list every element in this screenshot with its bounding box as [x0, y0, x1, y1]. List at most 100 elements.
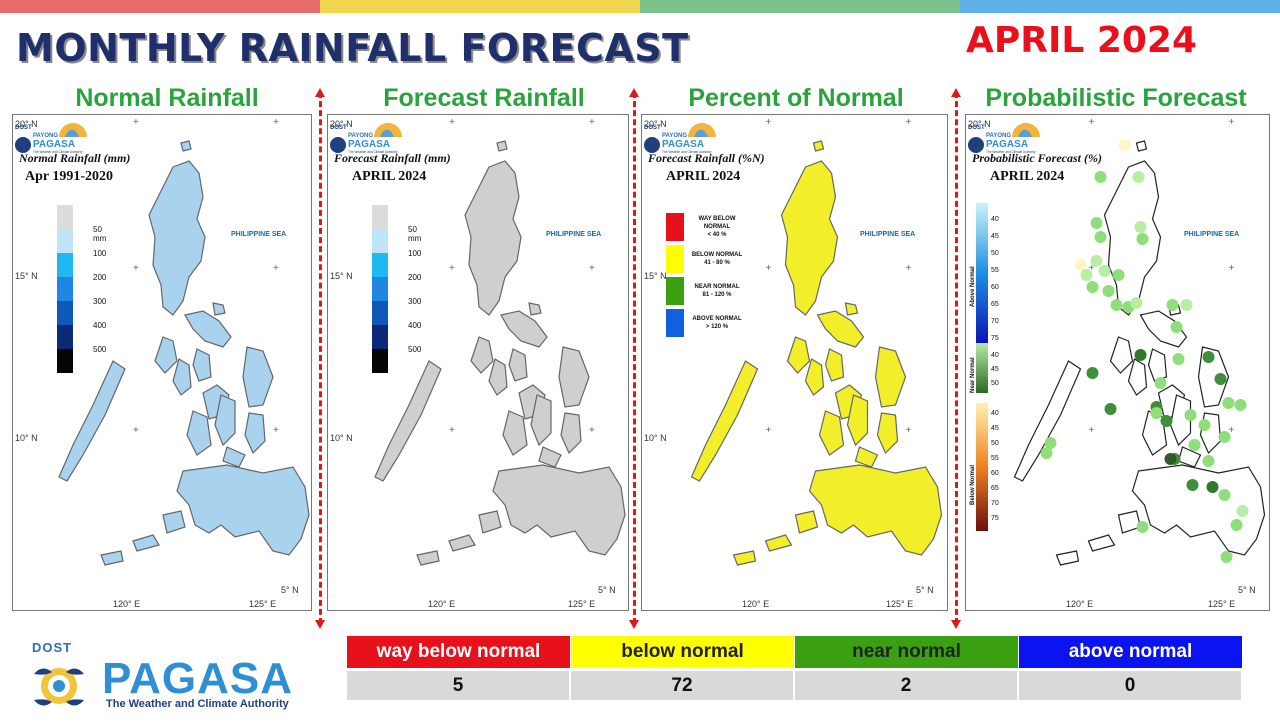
island-shape — [100, 550, 124, 566]
island-shape — [496, 140, 508, 152]
island-shape — [244, 412, 266, 455]
map-title: Forecast Rainfall (%N) — [648, 151, 765, 165]
island-shape — [214, 394, 236, 447]
summary-table: way below normal below normal near norma… — [347, 636, 1243, 700]
station-dot — [1134, 349, 1147, 361]
legend-swatch — [666, 309, 684, 337]
grid-cross: + — [449, 263, 455, 274]
grid-cross: + — [906, 425, 912, 436]
grid-cross: + — [273, 425, 279, 436]
legend-tick: 55 — [991, 455, 999, 462]
legend-label: WAY BELOW NORMAL — [698, 216, 736, 230]
panel-divider — [319, 92, 322, 624]
island-shape — [508, 348, 528, 382]
legend-swatch — [666, 245, 684, 273]
station-dot — [1180, 299, 1193, 311]
map-subtitle: Apr 1991-2020 — [25, 169, 114, 184]
stripe-blue — [960, 0, 1280, 13]
lat-label: 20° N — [330, 119, 353, 129]
stripe-red — [0, 0, 320, 13]
legend-swatch — [372, 205, 388, 229]
mini-logo-tagline: The Weather and Climate Authority — [986, 150, 1036, 154]
island-shape — [154, 336, 178, 374]
legend-label-above: Above Normal — [970, 266, 976, 307]
legend-swatch — [372, 253, 388, 277]
grid-cross: + — [273, 263, 279, 274]
legend-label: NEAR NORMAL — [694, 284, 740, 290]
summary-value-way-below: 5 — [347, 668, 571, 700]
payong-pagasa-logo: DOST PAYONG PAGASA The Weather and Clima… — [15, 123, 87, 154]
station-dot — [1186, 479, 1199, 491]
station-dot — [1134, 221, 1147, 233]
sea-label: PHILIPPINE SEA — [1184, 231, 1240, 238]
legend-swatch — [372, 325, 388, 349]
philippines-map: + + + + + + — [1013, 117, 1266, 566]
station-dot — [1136, 521, 1149, 533]
island-shape — [502, 410, 528, 456]
island-shape — [58, 360, 126, 482]
legend-tick: 55 — [991, 267, 999, 274]
pagasa-logo: DOST PAGASA The Weather and Climate Auth… — [14, 638, 314, 714]
grid-cross: + — [1229, 425, 1235, 436]
legend-tick: 40 — [991, 216, 999, 223]
logo-dost-text: DOST — [32, 640, 73, 655]
legend-tick: 75 — [991, 335, 999, 342]
panel-title-probabilistic: Probabilistic Forecast — [985, 84, 1247, 112]
payong-pagasa-logo: DOST PAYONG PAGASA The Weather and Clima… — [644, 123, 716, 154]
divider-arrow-down — [315, 620, 325, 629]
lat-label: 15° N — [15, 271, 38, 281]
legend-tick: 200 — [93, 273, 107, 282]
legend-swatch — [372, 301, 388, 325]
legend-tick: 50 — [991, 250, 999, 257]
station-dot — [1086, 367, 1099, 379]
lon-label: 120° E — [113, 599, 141, 609]
station-dot — [1102, 285, 1115, 297]
island-shape — [478, 510, 502, 534]
legend-tick: 60 — [991, 470, 999, 477]
mini-logo-name: PAGASA — [662, 139, 704, 150]
lat-label: 10° N — [330, 433, 353, 443]
probability-legend: Above Normal Near Normal Below Normal 40… — [970, 203, 999, 531]
map-title: Normal Rainfall (mm) — [19, 151, 131, 165]
mini-logo-payong: PAYONG — [348, 133, 373, 139]
legend-tick: 70 — [991, 500, 999, 507]
station-dot — [1094, 231, 1107, 243]
station-dot — [1218, 489, 1231, 501]
island-shape — [844, 302, 859, 316]
payong-pagasa-logo: DOST PAYONG PAGASA The Weather and Clima… — [968, 123, 1040, 154]
divider-arrow-down — [629, 620, 639, 629]
station-dot — [1044, 437, 1057, 449]
mini-logo-name: PAGASA — [33, 139, 75, 150]
legend-tick: 200 — [408, 273, 422, 282]
island-shape — [824, 348, 845, 382]
island-shape — [808, 464, 943, 556]
logo-tagline: The Weather and Climate Authority — [106, 698, 289, 710]
island-shape — [538, 446, 562, 468]
summary-header-way-below: way below normal — [347, 636, 571, 668]
panel-divider — [955, 92, 958, 624]
station-dot — [1160, 415, 1173, 427]
grid-cross: + — [1229, 117, 1235, 128]
legend-range: > 120 % — [705, 324, 729, 330]
legend-tick: 50 mm — [408, 225, 422, 243]
station-dot — [1130, 297, 1143, 309]
philippines-map: + + + + + + — [374, 117, 626, 566]
sea-label: PHILIPPINE SEA — [860, 231, 916, 238]
legend-row-way-below: WAY BELOW NORMAL < 40 % — [666, 211, 746, 243]
island-shape — [780, 160, 839, 316]
lon-label: 125° E — [1208, 599, 1236, 609]
legend-swatch — [372, 277, 388, 301]
sea-label: PHILIPPINE SEA — [231, 231, 287, 238]
legend-tick: 300 — [93, 297, 107, 306]
stripe-yellow — [320, 0, 640, 13]
forecast-date: APRIL 2024 — [966, 20, 1198, 61]
mini-logo-dost: DOST — [968, 125, 985, 131]
summary-header-below: below normal — [571, 636, 795, 668]
grid-cross: + — [589, 263, 595, 274]
grid-cross: + — [589, 117, 595, 128]
legend-tick: 65 — [991, 301, 999, 308]
island-shape — [172, 358, 192, 396]
legend-tick: 500 — [93, 345, 107, 354]
station-dot — [1150, 407, 1163, 419]
map-title: Probabilistic Forecast (%) — [972, 151, 1102, 165]
